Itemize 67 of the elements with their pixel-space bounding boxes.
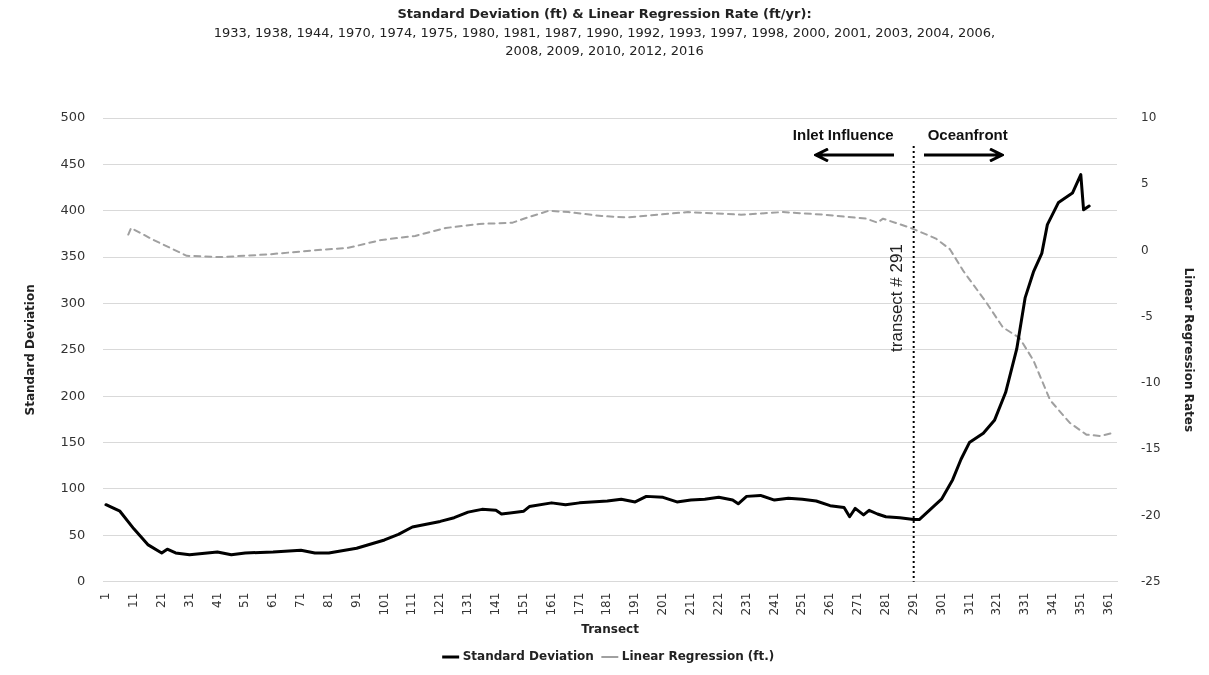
x-tick-label: 161 <box>543 592 558 616</box>
y2-tick-label: -5 <box>1141 308 1153 323</box>
x-tick-label: 1 <box>98 592 113 601</box>
y-tick-label: 400 <box>60 202 86 218</box>
ref-line-label: transect # 291 <box>886 244 906 352</box>
y-tick-label: 350 <box>60 248 86 264</box>
y2-tick-label: -25 <box>1141 573 1161 588</box>
annotation: Oceanfront <box>927 126 1008 144</box>
y-tick-label: 250 <box>60 341 86 357</box>
x-tick-label: 361 <box>1100 592 1115 616</box>
y-tick-label: 100 <box>60 480 86 496</box>
x-tick-label: 291 <box>905 592 920 616</box>
x-tick-label: 11 <box>125 592 140 608</box>
y-axis-title: Standard Deviation <box>23 284 38 416</box>
y-tick-label: 300 <box>60 294 86 310</box>
legend-label: Linear Regression (ft.) <box>621 649 775 664</box>
x-tick-label: 271 <box>850 592 865 616</box>
x-tick-label: 121 <box>432 592 447 616</box>
x-tick-label: 71 <box>293 592 308 608</box>
line-series <box>127 209 1113 437</box>
x-tick-label: 181 <box>599 592 614 616</box>
x-tick-label: 21 <box>153 592 168 608</box>
x-tick-label: 191 <box>627 592 642 616</box>
y2-tick-label: 10 <box>1141 110 1157 125</box>
x-tick-label: 241 <box>766 592 781 616</box>
chart-subtitle: 1933, 1938, 1944, 1970, 1974, 1975, 1980, 1981, 1987, 1990, 1992, 1993, 1997, 1998, 2000, 2001, 2003, 2004, 2006, 2008, 2009, 2010, 2012, 2016 <box>212 24 997 60</box>
x-tick-label: 311 <box>961 592 976 616</box>
y-tick-label: 150 <box>60 433 86 449</box>
x-tick-label: 281 <box>877 592 892 616</box>
annotation: Inlet Influence <box>792 126 894 144</box>
x-tick-label: 341 <box>1045 592 1060 616</box>
legend-label: Standard Deviation <box>462 649 594 664</box>
x-tick-label: 231 <box>738 592 753 616</box>
x-tick-label: 171 <box>571 592 586 616</box>
y2-tick-label: -10 <box>1141 375 1161 390</box>
x-tick-label: 91 <box>348 592 363 608</box>
x-tick-label: 151 <box>515 592 530 616</box>
y2-tick-label: 5 <box>1141 176 1149 191</box>
x-tick-label: 51 <box>237 592 252 608</box>
x-tick-label: 251 <box>794 592 809 616</box>
x-tick-label: 41 <box>209 592 224 608</box>
x-tick-label: 261 <box>822 592 837 616</box>
x-tick-label: 61 <box>265 592 280 608</box>
x-tick-label: 201 <box>655 592 670 616</box>
x-tick-label: 221 <box>710 592 725 616</box>
y2-tick-label: -20 <box>1141 507 1161 522</box>
x-tick-label: 211 <box>683 592 697 616</box>
y-tick-label: 50 <box>68 526 86 542</box>
x-tick-label: 101 <box>376 592 391 616</box>
y-tick-label: 200 <box>60 387 86 403</box>
x-tick-label: 81 <box>320 592 335 608</box>
x-tick-label: 31 <box>181 592 196 608</box>
x-tick-label: 301 <box>933 592 948 616</box>
x-tick-label: 351 <box>1072 592 1087 616</box>
y-tick-label: 0 <box>76 573 86 589</box>
y2-tick-label: -15 <box>1141 441 1161 456</box>
x-tick-label: 141 <box>488 592 503 616</box>
y2-tick-label: 0 <box>1141 242 1149 257</box>
x-tick-label: 321 <box>989 592 1004 616</box>
x-axis-title: Transect <box>581 621 640 636</box>
x-tick-label: 331 <box>1017 592 1032 616</box>
x-tick-label: 111 <box>404 592 419 616</box>
y-tick-label: 450 <box>60 155 86 171</box>
y-tick-label: 500 <box>60 109 86 125</box>
chart-title: Standard Deviation (ft) & Linear Regression Rate (ft/yr): <box>396 6 813 21</box>
x-tick-label: 131 <box>460 592 475 616</box>
y2-axis-title: Linear Regression Rates <box>1181 267 1196 433</box>
